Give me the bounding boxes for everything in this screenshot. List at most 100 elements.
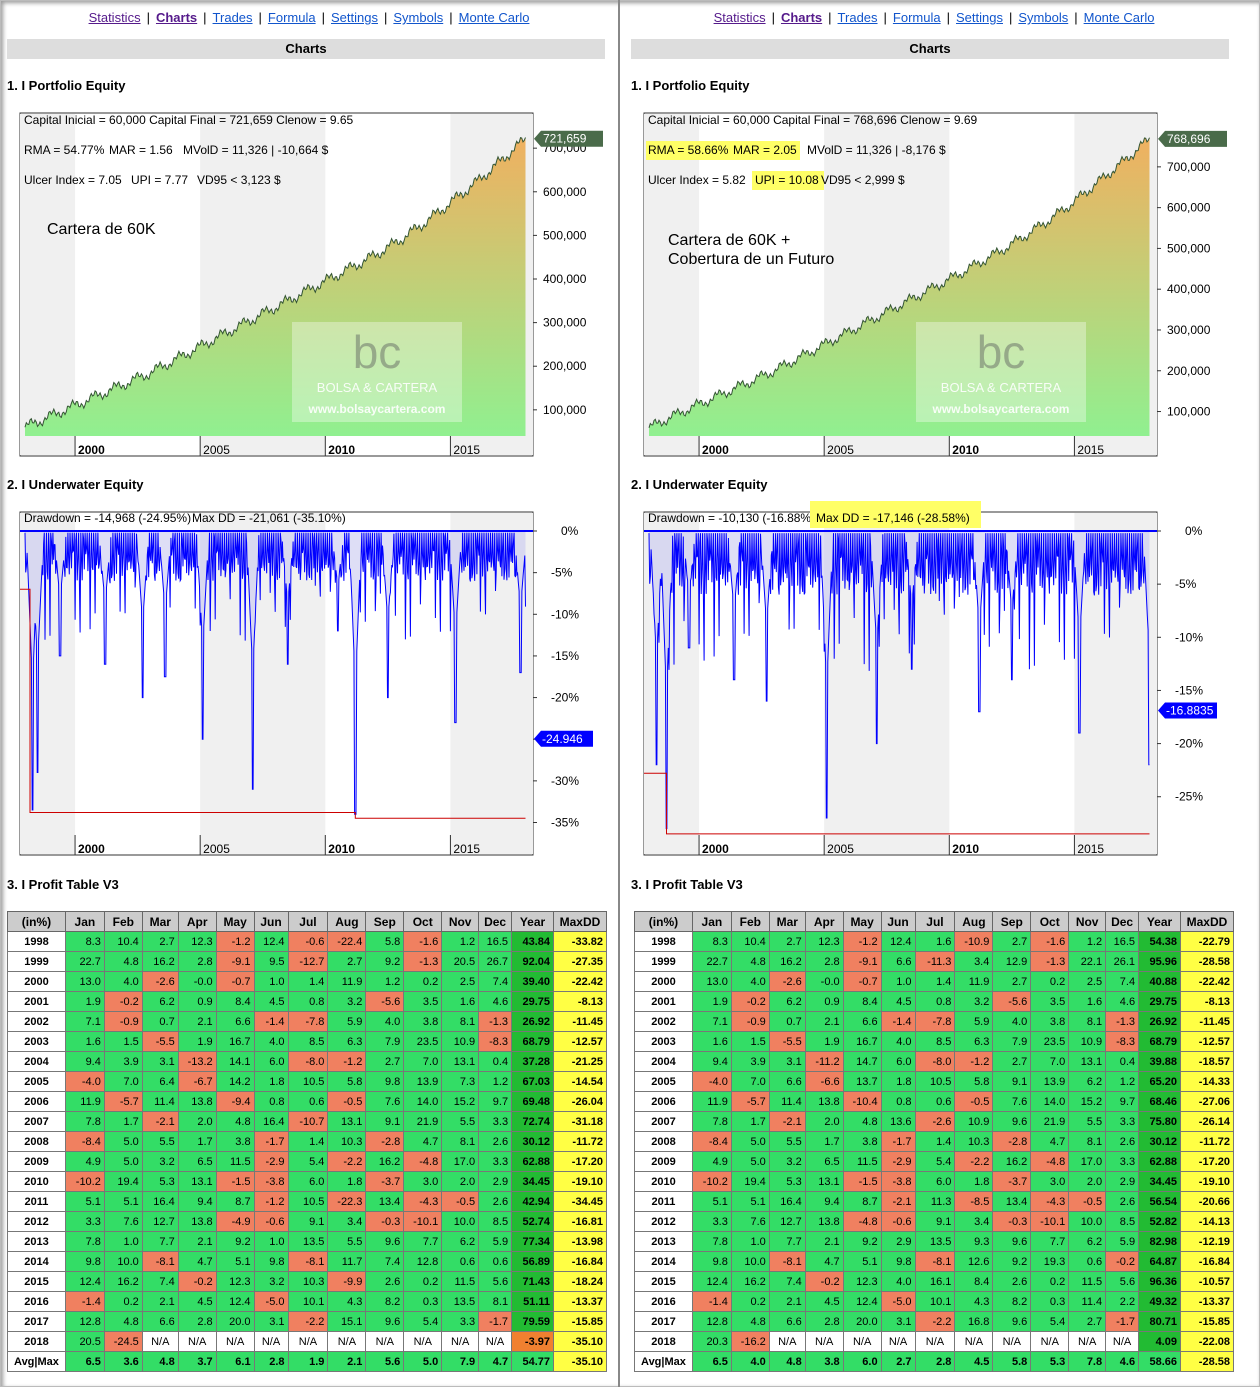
section-title-profit-table: 3. I Profit Table V3 <box>7 877 119 892</box>
table-cell: -22.42 <box>1179 971 1235 992</box>
table-cell: 8.4 <box>215 991 255 1012</box>
table-cell: -1.5 <box>842 1171 882 1192</box>
nav-link-statistics[interactable]: Statistics <box>713 10 766 25</box>
table-cell: 2.5 <box>1068 971 1107 992</box>
nav-separator: | <box>258 10 262 25</box>
table-cell: -6.6 <box>804 1071 844 1092</box>
table-cell: -20.66 <box>1179 1191 1235 1212</box>
table-cell: 11.5 <box>215 1151 255 1172</box>
table-cell: 1.9 <box>64 991 105 1012</box>
section-title-equity: 1. I Portfolio Equity <box>7 78 126 93</box>
y-tick-label: -25% <box>1175 790 1203 804</box>
watermark-logo: bc BOLSA & CARTERA www.bolsaycartera.com <box>292 322 462 422</box>
table-cell: 72.74 <box>511 1111 554 1132</box>
table-cell: 68.79 <box>1138 1031 1181 1052</box>
nav-link-monte-carlo[interactable]: Monte Carlo <box>1083 10 1155 25</box>
table-cell: -3.7 <box>365 1171 405 1192</box>
nav-link-trades[interactable]: Trades <box>837 10 878 25</box>
table-cell: 5.6 <box>1105 1271 1140 1292</box>
profit-table: (in%) Jan Feb Mar Apr May Jun Jul Aug Sep Oct Nov De… <box>634 911 1235 1372</box>
table-cell: 5.3 <box>1030 1351 1070 1372</box>
table-cell: 1.2 <box>1068 931 1107 952</box>
table-cell: 4.8 <box>215 1111 255 1132</box>
table-cell: -0.5 <box>954 1091 994 1112</box>
table-cell: 8.7 <box>842 1191 882 1212</box>
table-cell: 8.1 <box>478 1291 513 1312</box>
chart-caption: Cartera de 60K <box>47 221 156 238</box>
table-cell: 5.3 <box>768 1171 806 1192</box>
equity-stat-mar: MAR = 2.05 <box>733 143 797 157</box>
table-cell: 17.0 <box>1068 1151 1107 1172</box>
table-cell: 11.9 <box>64 1091 105 1112</box>
table-cell: 10.3 <box>954 1131 994 1152</box>
y-tick-label: 100,000 <box>1167 405 1211 419</box>
table-cell: 68.79 <box>511 1031 554 1052</box>
table-cell: 1.0 <box>730 1231 770 1252</box>
table-cell: -6.7 <box>177 1071 217 1092</box>
table-cell: 6.5 <box>804 1151 844 1172</box>
table-header-row: (in%) Jan Feb Mar Apr May Jun Jul Aug Sep Oct Nov De… <box>7 911 608 932</box>
table-cell: 3.0 <box>403 1171 443 1192</box>
table-cell: 5.0 <box>730 1151 770 1172</box>
nav-link-symbols[interactable]: Symbols <box>393 10 444 25</box>
table-row: 2001 1.9 -0.2 6.2 0.9 8.4 4.5 0.8 3.2 -5.6 3.5 1.6 4… <box>634 991 1235 1012</box>
year-band <box>644 114 700 455</box>
y-tick-label: -10% <box>551 607 579 621</box>
x-tick-label: 2015 <box>1077 842 1104 856</box>
nav-link-settings[interactable]: Settings <box>956 10 1003 25</box>
table-cell: 7.7 <box>768 1231 806 1252</box>
equity-stat-rma: RMA = 54.77% <box>24 143 105 157</box>
table-cell: -33.82 <box>552 931 608 952</box>
table-average-row: Avg|Max 6.5 3.6 4.8 3.7 6.1 2.8 1.9 2.1 5.6 5.0 7.9… <box>7 1351 608 1372</box>
table-cell: 1.2 <box>365 971 405 992</box>
table-cell: 9.2 <box>215 1231 255 1252</box>
table-cell: 16.2 <box>365 1151 405 1172</box>
table-cell: 0.2 <box>1030 971 1070 992</box>
table-cell: 17.0 <box>441 1151 480 1172</box>
table-row: 2018 20.5 -24.5 N/A N/A N/A N/A N/A N/A N/A N/A N/A… <box>7 1331 608 1352</box>
nav-separator: | <box>1008 10 1013 25</box>
table-cell: -4.8 <box>403 1151 443 1172</box>
nav-link-symbols[interactable]: Symbols <box>1018 10 1069 25</box>
table-cell: -3.97 <box>511 1331 554 1352</box>
table-cell: 1.7 <box>804 1131 844 1152</box>
nav-link-trades[interactable]: Trades <box>212 10 253 25</box>
table-cell: 0.8 <box>880 1091 916 1112</box>
table-cell: 1.4 <box>287 1131 329 1152</box>
table-cell: 11.9 <box>327 971 367 992</box>
row-label: 2016 <box>634 1291 693 1312</box>
nav-link-settings[interactable]: Settings <box>331 10 378 25</box>
section-title-underwater: 2. I Underwater Equity <box>631 477 768 492</box>
nav-link-charts[interactable]: Charts <box>155 10 198 25</box>
nav-link-charts[interactable]: Charts <box>780 10 823 25</box>
equity-last-value-label: 768,696 <box>1167 132 1211 146</box>
table-cell: -0.9 <box>103 1011 143 1032</box>
table-cell: 9.5 <box>253 951 289 972</box>
row-label: 2011 <box>634 1191 693 1212</box>
table-cell: -16.84 <box>1179 1251 1235 1272</box>
x-tick-label: 2010 <box>952 842 979 856</box>
table-row: 2013 7.8 1.0 7.7 2.1 9.2 2.9 13.5 9.3 9.6 7.7 6.2 5.… <box>634 1231 1235 1252</box>
x-tick-label: 2010 <box>328 842 355 856</box>
table-cell: -1.5 <box>215 1171 255 1192</box>
table-cell: -0.5 <box>441 1191 480 1212</box>
nav-link-formula[interactable]: Formula <box>892 10 941 25</box>
table-cell: -11.2 <box>804 1051 844 1072</box>
table-cell: 10.1 <box>287 1291 329 1312</box>
watermark-logo: bc BOLSA & CARTERA www.bolsaycartera.com <box>916 322 1086 422</box>
table-cell: -10.4 <box>842 1091 882 1112</box>
table-cell: 11.5 <box>441 1271 480 1292</box>
x-tick-label: 2015 <box>453 842 480 856</box>
nav-link-monte-carlo[interactable]: Monte Carlo <box>458 10 530 25</box>
table-cell: 2.5 <box>441 971 480 992</box>
nav-link-formula[interactable]: Formula <box>267 10 316 25</box>
table-cell: 2.8 <box>804 951 844 972</box>
table-cell: 7.0 <box>1030 1051 1070 1072</box>
table-cell: 1.9 <box>804 1031 844 1052</box>
table-cell: 13.8 <box>177 1091 217 1112</box>
table-cell: 3.2 <box>141 1151 179 1172</box>
table-cell: -0.2 <box>730 991 770 1012</box>
table-row: 2005 -4.0 7.0 6.4 -6.7 14.2 1.8 10.5 5.8 9.8 13.9 7… <box>7 1071 608 1092</box>
table-cell: 2.0 <box>177 1111 217 1132</box>
nav-link-statistics[interactable]: Statistics <box>88 10 141 25</box>
